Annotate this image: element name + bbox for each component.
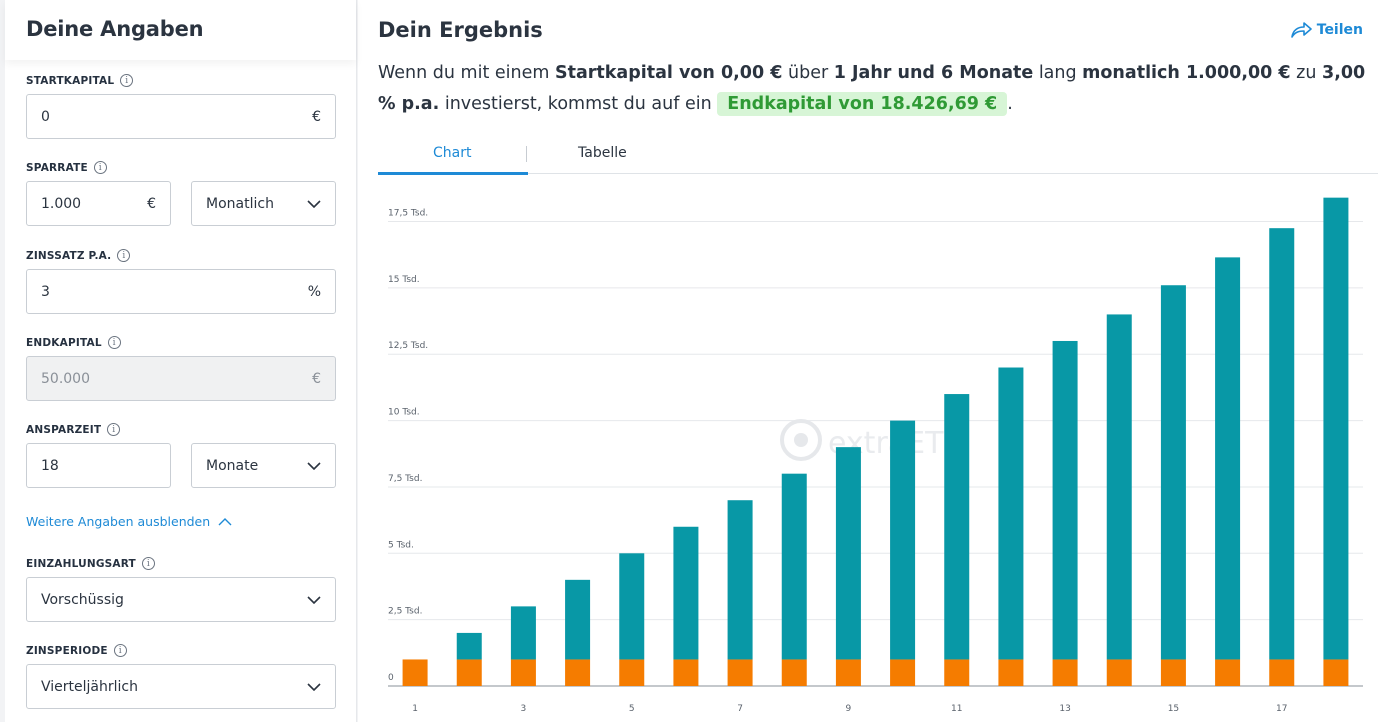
result-summary: Wenn du mit einem Startkapital von 0,00 …: [378, 63, 1366, 116]
result-title: Dein Ergebnis: [378, 18, 543, 42]
active-tab-indicator: [378, 172, 528, 175]
result-panel: Dein Ergebnis Teilen Wenn du mit einem S…: [358, 0, 1379, 722]
bar-deposit: [781, 659, 807, 686]
y-tick-label: 12,5 Tsd.: [388, 341, 428, 351]
chevron-down-icon: [307, 199, 321, 208]
tab-table[interactable]: Tabelle: [578, 145, 627, 161]
bar-deposit: [1106, 659, 1132, 686]
bar-capital: [1215, 257, 1241, 660]
x-tick-label: 7: [737, 704, 743, 714]
chevron-down-icon: [307, 461, 321, 470]
zinssatz-label: ZINSSATZ P.A. i: [26, 249, 131, 262]
bar-deposit: [998, 659, 1024, 686]
share-arrow-icon: [1290, 22, 1312, 38]
endkapital-input: 50.000 €: [26, 356, 336, 401]
bar-capital: [998, 367, 1024, 660]
bar-capital: [727, 500, 753, 660]
bar-deposit: [944, 659, 970, 686]
x-tick-label: 1: [412, 704, 418, 714]
inputs-header: Deine Angaben: [5, 0, 356, 60]
bar-deposit: [565, 659, 591, 686]
bar-capital: [456, 632, 482, 660]
bar-capital: [1269, 228, 1295, 660]
einzahlungsart-select[interactable]: Vorschüssig: [26, 577, 336, 622]
bar-deposit: [1215, 659, 1241, 686]
info-icon[interactable]: i: [93, 161, 107, 174]
info-icon[interactable]: i: [107, 423, 121, 436]
y-tick-label: 17,5 Tsd.: [388, 209, 428, 219]
bar-capital: [944, 394, 970, 660]
sparrate-interval-select[interactable]: Monatlich: [191, 181, 336, 226]
bar-deposit: [1052, 659, 1078, 686]
einzahlungsart-label: EINZAHLUNGSART i: [26, 557, 155, 570]
y-tick-label: 7,5 Tsd.: [388, 474, 422, 484]
inputs-panel: Deine Angaben STARTKAPITAL i 0 € SPARRAT…: [5, 0, 357, 722]
watermark-logo-dot: [794, 433, 808, 447]
bar-capital: [1106, 314, 1132, 660]
y-tick-label: 2,5 Tsd.: [388, 607, 422, 617]
result-tabs: Chart Tabelle: [378, 140, 1378, 175]
bar-capital: [510, 606, 536, 660]
bar-deposit: [673, 659, 699, 686]
ansparzeit-period-select[interactable]: Monate: [191, 443, 336, 488]
x-tick-label: 13: [1059, 704, 1070, 714]
watermark: extraETF: [780, 419, 961, 461]
y-tick-label: 10 Tsd.: [388, 408, 420, 418]
bar-deposit: [727, 659, 753, 686]
tab-separator: [526, 146, 527, 162]
startkapital-input[interactable]: 0 €: [26, 94, 336, 139]
chevron-down-icon: [307, 682, 321, 691]
bar-deposit: [402, 659, 428, 686]
bar-deposit: [456, 659, 482, 686]
bar-capital: [781, 473, 807, 660]
x-tick-label: 11: [951, 704, 962, 714]
inputs-title: Deine Angaben: [26, 17, 204, 41]
y-tick-label: 0: [388, 673, 394, 683]
chevron-down-icon: [307, 595, 321, 604]
zinssatz-input[interactable]: 3 %: [26, 269, 336, 314]
info-icon[interactable]: i: [113, 644, 127, 657]
chevron-up-icon: [218, 517, 232, 525]
ansparzeit-input[interactable]: 18: [26, 443, 171, 488]
bar-deposit: [1160, 659, 1186, 686]
bar-capital: [835, 447, 861, 660]
bar-capital: [890, 420, 916, 660]
bar-deposit: [1323, 659, 1349, 686]
bar-capital: [565, 579, 591, 660]
bar-deposit: [510, 659, 536, 686]
startkapital-label: STARTKAPITAL i: [26, 74, 134, 87]
growth-chart: extraETF 0 2,5 Tsd. 5 Tsd. 7,5 Tsd. 10 Tsd. 1…: [388, 197, 1363, 714]
bar-deposit: [619, 659, 645, 686]
sparrate-label: SPARRATE i: [26, 161, 107, 174]
bar-deposit: [1269, 659, 1295, 686]
x-tick-label: 5: [629, 704, 635, 714]
toggle-more-options-link[interactable]: Weitere Angaben ausblenden: [26, 514, 232, 529]
endkapital-label: ENDKAPITAL i: [26, 336, 121, 349]
ansparzeit-label: ANSPARZEIT i: [26, 423, 121, 436]
info-icon[interactable]: i: [117, 249, 131, 262]
y-tick-label: 15 Tsd.: [388, 275, 420, 285]
bar-capital: [1160, 285, 1186, 660]
bar-capital: [1052, 340, 1078, 660]
sparrate-input[interactable]: 1.000 €: [26, 181, 171, 226]
x-tick-label: 9: [846, 704, 852, 714]
bar-capital: [1323, 197, 1349, 660]
x-tick-label: 3: [521, 704, 527, 714]
x-tick-label: 15: [1168, 704, 1179, 714]
info-icon[interactable]: i: [107, 336, 121, 349]
x-tick-label: 17: [1276, 704, 1287, 714]
endkapital-highlight: Endkapital von 18.426,69 €: [717, 92, 1008, 116]
bar-capital: [619, 553, 645, 660]
tab-chart[interactable]: Chart: [433, 145, 472, 161]
bar-capital: [673, 526, 699, 660]
bar-deposit: [890, 659, 916, 686]
info-icon[interactable]: i: [120, 74, 134, 87]
zinsperiode-select[interactable]: Vierteljährlich: [26, 664, 336, 709]
info-icon[interactable]: i: [141, 557, 155, 570]
share-button[interactable]: Teilen: [1290, 22, 1363, 38]
bar-deposit: [835, 659, 861, 686]
zinsperiode-label: ZINSPERIODE i: [26, 644, 127, 657]
y-tick-label: 5 Tsd.: [388, 540, 414, 550]
